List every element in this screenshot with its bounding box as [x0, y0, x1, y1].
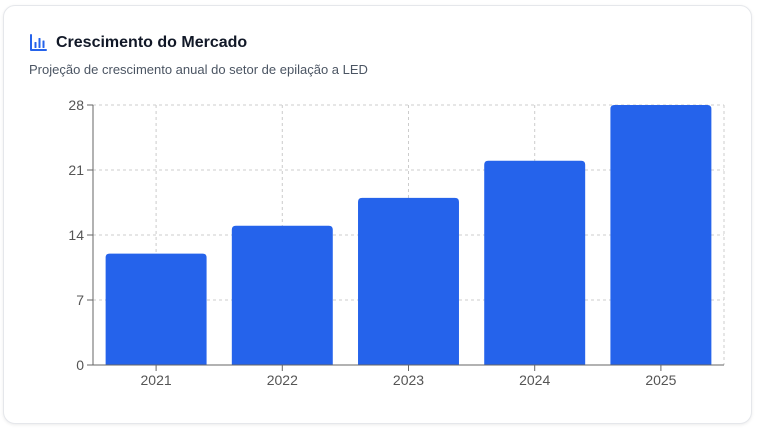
- x-tick-label: 2023: [393, 372, 424, 388]
- bar-2023[interactable]: [358, 197, 459, 365]
- y-tick-label: 0: [76, 357, 84, 373]
- card-subtitle: Projeção de crescimento anual do setor d…: [29, 62, 368, 77]
- x-tick-label: 2024: [519, 372, 550, 388]
- bar-2025[interactable]: [610, 105, 712, 365]
- card-header: Crescimento do Mercado: [29, 34, 247, 52]
- bars-layer: [105, 105, 712, 365]
- y-tick-label: 21: [68, 162, 84, 178]
- bar-chart-icon: [30, 34, 47, 51]
- card-title: Crescimento do Mercado: [56, 34, 248, 51]
- y-tick-label: 28: [68, 97, 84, 113]
- y-tick-label: 7: [76, 292, 84, 308]
- bar-2022[interactable]: [231, 225, 333, 365]
- x-tick-label: 2022: [267, 372, 298, 388]
- x-tick-label: 2021: [141, 372, 172, 388]
- axes-layer: 0 7 14 21 28 2021 2022 2023 2024 2025: [68, 97, 724, 388]
- x-tick-label: 2025: [645, 372, 676, 388]
- y-tick-label: 14: [68, 227, 84, 243]
- bar-2021[interactable]: [105, 253, 207, 365]
- bar-2024[interactable]: [484, 160, 586, 365]
